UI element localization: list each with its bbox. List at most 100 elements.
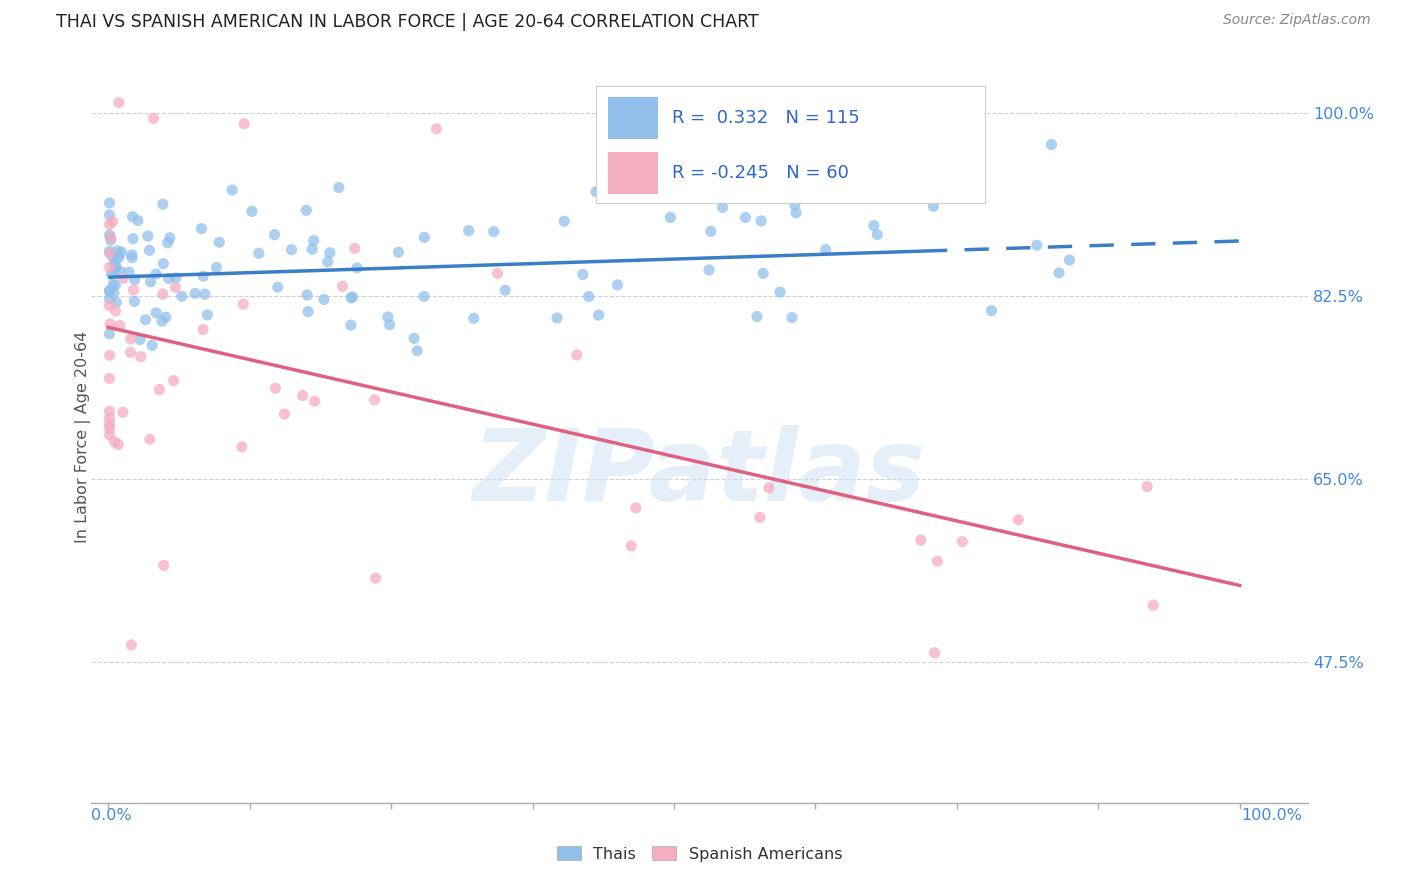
Point bbox=[624, 500, 647, 515]
Point bbox=[103, 285, 125, 300]
Text: Source: ZipAtlas.com: Source: ZipAtlas.com bbox=[1223, 13, 1371, 28]
Point bbox=[758, 481, 780, 495]
Point bbox=[606, 277, 628, 292]
Point bbox=[98, 196, 121, 211]
Point bbox=[105, 295, 128, 310]
Point bbox=[565, 348, 588, 362]
Point bbox=[387, 245, 409, 260]
Point bbox=[184, 286, 207, 301]
Point bbox=[863, 219, 886, 233]
Point bbox=[769, 285, 792, 300]
Point bbox=[103, 264, 125, 278]
Point bbox=[134, 312, 156, 326]
Point bbox=[108, 95, 131, 110]
Point bbox=[827, 186, 849, 200]
Point bbox=[121, 251, 143, 265]
Point bbox=[924, 646, 946, 660]
Point bbox=[122, 232, 145, 246]
Point bbox=[463, 311, 485, 326]
Point bbox=[1040, 137, 1063, 152]
Point bbox=[363, 392, 385, 407]
Point bbox=[785, 206, 807, 220]
Point bbox=[1136, 480, 1159, 494]
Point bbox=[98, 411, 121, 425]
Point bbox=[662, 119, 685, 133]
Point bbox=[208, 235, 231, 250]
Point bbox=[304, 394, 326, 409]
Point bbox=[98, 292, 121, 306]
Point bbox=[247, 246, 270, 260]
Point bbox=[98, 421, 121, 435]
Point bbox=[328, 180, 350, 194]
Point bbox=[98, 260, 121, 275]
Point bbox=[413, 230, 436, 244]
Point bbox=[406, 343, 429, 358]
Point bbox=[107, 244, 129, 258]
Point bbox=[101, 277, 124, 292]
Point bbox=[301, 242, 323, 256]
Point bbox=[156, 235, 179, 250]
Point bbox=[108, 318, 131, 333]
Point bbox=[98, 417, 121, 431]
Point bbox=[98, 246, 121, 260]
Point bbox=[266, 280, 288, 294]
Text: ZIPatlas: ZIPatlas bbox=[472, 425, 927, 522]
Point bbox=[312, 293, 335, 307]
Point bbox=[748, 510, 770, 524]
Point bbox=[922, 199, 945, 213]
Point bbox=[165, 280, 187, 294]
Point bbox=[1025, 238, 1047, 252]
Point bbox=[588, 308, 610, 322]
Point bbox=[780, 310, 803, 325]
Point bbox=[231, 440, 253, 454]
Point bbox=[120, 345, 142, 359]
Point bbox=[425, 121, 447, 136]
Point bbox=[153, 558, 176, 573]
Point bbox=[159, 230, 181, 244]
Point bbox=[98, 427, 121, 442]
Point bbox=[100, 267, 122, 281]
Point bbox=[263, 227, 285, 242]
Point bbox=[155, 310, 177, 325]
Point bbox=[482, 225, 505, 239]
Point bbox=[413, 289, 436, 303]
Point bbox=[98, 326, 121, 341]
Point bbox=[121, 210, 143, 224]
Point bbox=[697, 263, 720, 277]
Point bbox=[866, 227, 889, 242]
Point bbox=[145, 267, 167, 281]
Point bbox=[103, 434, 125, 449]
Point bbox=[111, 405, 134, 419]
Point bbox=[141, 338, 163, 352]
Point bbox=[280, 243, 302, 257]
Point bbox=[1059, 253, 1081, 268]
Point bbox=[152, 287, 174, 301]
Point bbox=[139, 432, 162, 446]
Point bbox=[1007, 513, 1029, 527]
Y-axis label: In Labor Force | Age 20-64: In Labor Force | Age 20-64 bbox=[75, 331, 91, 543]
Point bbox=[104, 258, 127, 272]
Point bbox=[104, 256, 127, 270]
Point bbox=[273, 407, 295, 421]
Point bbox=[343, 241, 366, 255]
Point bbox=[340, 291, 363, 305]
Point bbox=[232, 297, 254, 311]
Point bbox=[316, 255, 339, 269]
Point bbox=[1142, 599, 1164, 613]
Point bbox=[104, 278, 127, 293]
Point bbox=[233, 117, 256, 131]
Point bbox=[98, 284, 121, 298]
Point bbox=[620, 539, 643, 553]
Point bbox=[910, 533, 932, 548]
Point bbox=[162, 374, 184, 388]
Point bbox=[404, 331, 426, 345]
Point bbox=[138, 244, 160, 258]
Point bbox=[752, 266, 775, 280]
Point bbox=[734, 211, 756, 225]
Point bbox=[129, 333, 152, 347]
Point bbox=[578, 289, 600, 303]
Point bbox=[122, 283, 145, 297]
Point bbox=[486, 267, 509, 281]
Point bbox=[546, 310, 568, 325]
Point bbox=[711, 201, 734, 215]
